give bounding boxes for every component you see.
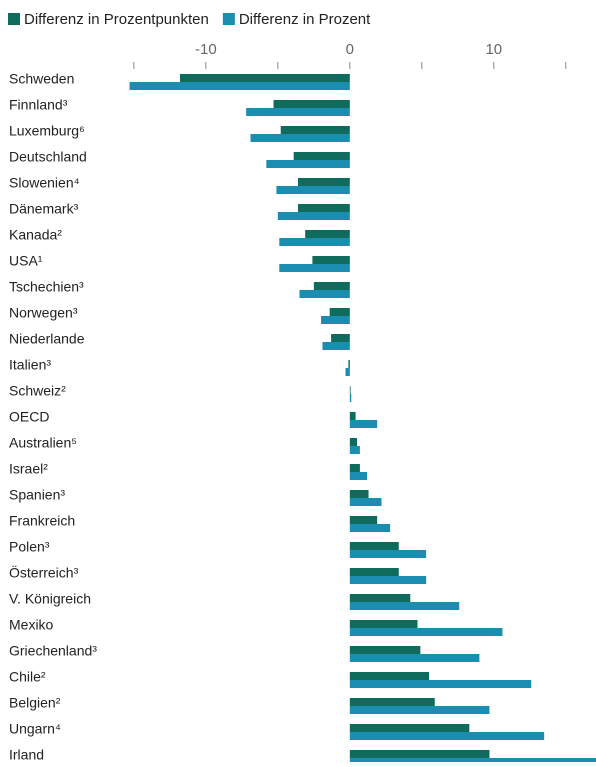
bar: [273, 100, 350, 108]
y-tick-label: Chile²: [9, 669, 46, 685]
y-tick-label: Mexiko: [9, 617, 54, 633]
y-tick-label: Deutschland: [9, 149, 87, 165]
bar: [266, 160, 350, 168]
bar: [349, 446, 360, 454]
bar: [349, 602, 460, 610]
y-tick-label: Luxemburg⁶: [9, 123, 85, 139]
bar: [322, 342, 350, 350]
bar: [349, 472, 368, 480]
bar: [349, 698, 435, 706]
y-tick-label: Australien⁵: [9, 435, 77, 451]
bar: [349, 412, 356, 420]
bar: [349, 594, 411, 602]
bar: [279, 238, 350, 246]
y-tick-label: Ungarn⁴: [9, 721, 61, 737]
y-tick-label: Slowenien⁴: [9, 175, 80, 191]
x-tick-label: -10: [195, 41, 217, 58]
bar: [313, 282, 350, 290]
y-tick-label: Kanada²: [9, 227, 62, 243]
y-tick-label: Schweiz²: [9, 383, 66, 399]
y-tick-label: Spanien³: [9, 487, 65, 503]
bar: [312, 256, 350, 264]
bar: [349, 498, 382, 506]
y-tick-label: Irland: [9, 747, 44, 762]
y-tick-label: Frankreich: [9, 513, 75, 529]
legend-label: Differenz in Prozent: [239, 11, 371, 28]
bar: [279, 264, 350, 272]
y-tick-label: Griechenland³: [9, 643, 97, 659]
bar: [349, 724, 470, 732]
x-tick-label: 10: [485, 41, 502, 58]
y-tick-label: Österreich³: [9, 564, 79, 581]
y-tick-label: Italien³: [9, 357, 51, 373]
bar: [298, 204, 350, 212]
bars: [129, 74, 596, 762]
y-tick-label: Polen³: [9, 539, 50, 555]
legend-label: Differenz in Prozentpunkten: [24, 11, 209, 28]
y-tick-label: Norwegen³: [9, 305, 78, 321]
bar: [349, 680, 532, 688]
bar: [298, 178, 350, 186]
y-tick-label: V. Königreich: [9, 591, 91, 607]
bar: [331, 334, 350, 342]
x-tick-label: 0: [346, 41, 354, 58]
bar: [349, 542, 399, 550]
bar: [349, 628, 503, 636]
bar: [299, 290, 350, 298]
bar: [349, 706, 490, 714]
bar: [276, 186, 350, 194]
bar: [348, 360, 350, 368]
bar: [305, 230, 350, 238]
bar: [349, 550, 427, 558]
bar: [349, 516, 378, 524]
y-tick-label: USA¹: [9, 253, 43, 269]
y-tick-label: Schweden: [9, 71, 74, 87]
y-tick-label: OECD: [9, 409, 49, 425]
bar: [349, 654, 480, 662]
bar: [345, 368, 350, 376]
y-tick-label: Israel²: [9, 461, 48, 477]
bar: [349, 394, 352, 402]
bar: [129, 82, 350, 90]
y-tick-label: Dänemark³: [9, 201, 79, 217]
y-tick-label: Finnland³: [9, 97, 68, 113]
bar: [349, 646, 421, 654]
bar: [349, 620, 418, 628]
bar: [349, 464, 360, 472]
legend-swatch: [222, 13, 235, 25]
bar: [349, 732, 545, 740]
bar: [349, 438, 358, 446]
bar: [349, 524, 391, 532]
y-tick-label: Belgien²: [9, 695, 61, 711]
bar: [321, 316, 350, 324]
y-tick-label: Niederlande: [9, 331, 85, 347]
bar: [349, 386, 351, 394]
bar: [329, 308, 350, 316]
legend-swatch: [8, 13, 20, 25]
bar: [349, 568, 399, 576]
bar: [179, 74, 350, 82]
bar: [349, 420, 378, 428]
bar: [349, 758, 596, 762]
y-tick-label: Tschechien³: [9, 279, 84, 295]
bar: [250, 134, 350, 142]
bar: [280, 126, 350, 134]
bar: [277, 212, 350, 220]
bar: [293, 152, 350, 160]
bar: [349, 750, 490, 758]
bar: [246, 108, 350, 116]
bar: [349, 490, 369, 498]
bar: [349, 672, 430, 680]
bar: [349, 576, 427, 584]
